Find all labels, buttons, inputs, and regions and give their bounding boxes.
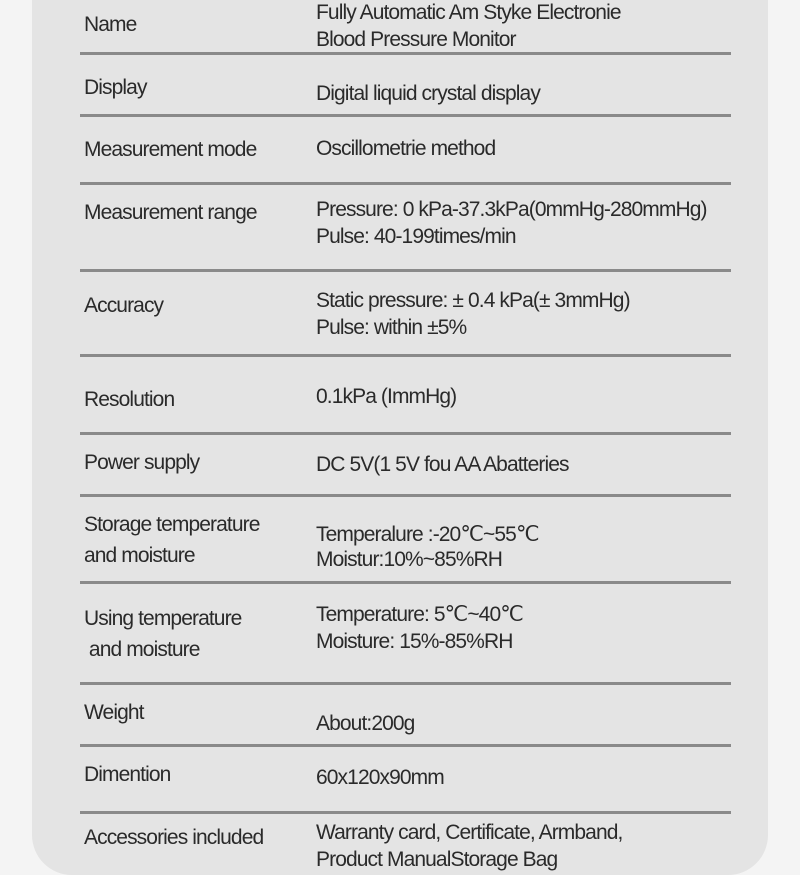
row-divider [80,811,731,814]
row-divider [80,744,731,747]
row-divider [80,581,731,584]
row-divider [80,354,731,357]
spec-value: 0.1kPa (ImmHg) [316,385,457,408]
row-divider [80,682,731,685]
spec-value: Blood Pressure Monitor [316,28,517,51]
row-divider [80,432,731,435]
spec-value: Temperalure :-20℃~55℃ [316,523,540,546]
spec-label: Power supply [84,451,200,474]
spec-value: Digital liquid crystal display [316,82,541,105]
spec-value: Pressure: 0 kPa-37.3kPa(0mmHg-280mmHg) [316,198,708,221]
spec-label: Display [84,76,147,99]
spec-label: Resolution [84,388,175,411]
spec-label: Using temperature [84,607,242,630]
spec-label: Weight [84,701,144,724]
spec-value: Static pressure: ± 0.4 kPa(± 3mmHg) [316,289,631,312]
spec-value: DC 5V(1 5V fou AA Abatteries [316,453,570,476]
spec-label: and moisture [84,544,196,567]
row-divider [80,182,731,185]
spec-label: Accuracy [84,294,164,317]
spec-value: About:200g [316,712,415,735]
spec-value: Oscillometrie method [316,137,496,160]
spec-value: Temperature: 5℃~40℃ [316,603,524,626]
spec-value: Moistur:10%~85%RH [316,548,503,571]
spec-value: Product ManualStorage Bag [316,848,558,871]
row-divider [80,494,731,497]
spec-label: and moisture [84,638,201,661]
spec-label: Accessories included [84,826,264,849]
spec-value: Pulse: 40-199times/min [316,225,517,248]
spec-value: Warranty card, Certificate, Armband, [316,821,623,844]
spec-label: Measurement mode [84,138,257,161]
row-divider [80,52,731,55]
row-divider [80,114,731,117]
spec-value: Pulse: within ±5% [316,316,467,339]
row-divider [80,269,731,272]
spec-value: Fully Automatic Am Styke Electronie [316,1,622,24]
spec-card [32,0,768,875]
spec-label: Dimention [84,763,171,786]
spec-value: 60x120x90mm [316,766,445,789]
spec-label: Measurement range [84,201,258,224]
spec-label: Storage temperature [84,513,260,536]
spec-value: Moisture: 15%-85%RH [316,630,513,653]
spec-label: Name [84,13,137,36]
